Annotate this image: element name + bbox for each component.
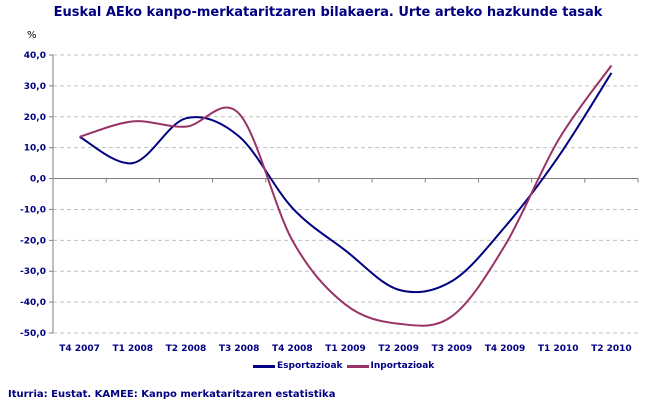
source-note: Iturria: Eustat. KAMEE: Kanpo merkatarit…: [8, 389, 336, 400]
plot-area: 40,0 30,0 20,0 10,0 0,0 -10,0 -20,0 -30,0 -40,0 -…: [20, 51, 639, 354]
y-tick-label: -10,0: [20, 205, 46, 215]
legend-swatch-inportazioak: [346, 364, 369, 368]
y-axis-unit: %: [27, 30, 37, 41]
x-tick-label: T3 2009: [432, 344, 473, 354]
y-tick-label: -20,0: [20, 236, 46, 246]
x-tick-label: T4 2007: [59, 344, 100, 354]
y-tick-label: 30,0: [24, 82, 46, 92]
y-tick-label: -30,0: [20, 267, 46, 277]
x-tick-label: T1 2010: [538, 344, 579, 354]
x-tick-label: T4 2008: [272, 344, 313, 354]
x-tick-label: T1 2008: [112, 344, 153, 354]
x-tick-label: T2 2008: [166, 344, 207, 354]
x-tick-label: T2 2010: [591, 344, 632, 354]
y-tick-label: 40,0: [24, 51, 46, 61]
y-tick-label: -40,0: [20, 298, 46, 308]
y-tick-label: 0,0: [30, 175, 46, 185]
y-tick-label: -50,0: [20, 329, 46, 339]
x-tick-label: T4 2009: [485, 344, 526, 354]
legend-item-inportazioak: Inportazioak: [346, 361, 435, 371]
legend-label-inportazioak: Inportazioak: [370, 361, 435, 371]
legend: Esportazioak Inportazioak: [253, 361, 438, 371]
legend-swatch-esportazioak: [253, 364, 275, 368]
legend-label-esportazioak: Esportazioak: [277, 361, 343, 371]
series-line-inportazioak: [79, 64, 613, 327]
x-tick-label: T2 2009: [378, 344, 419, 354]
x-tick-label: T1 2009: [325, 344, 366, 354]
x-tick-label: T3 2008: [219, 344, 260, 354]
legend-item-esportazioak: Esportazioak: [253, 361, 343, 371]
y-tick-label: 20,0: [24, 113, 46, 123]
chart-title: Euskal AEko kanpo-merkataritzaren bilaka…: [53, 5, 603, 20]
y-tick-label: 10,0: [24, 144, 46, 154]
